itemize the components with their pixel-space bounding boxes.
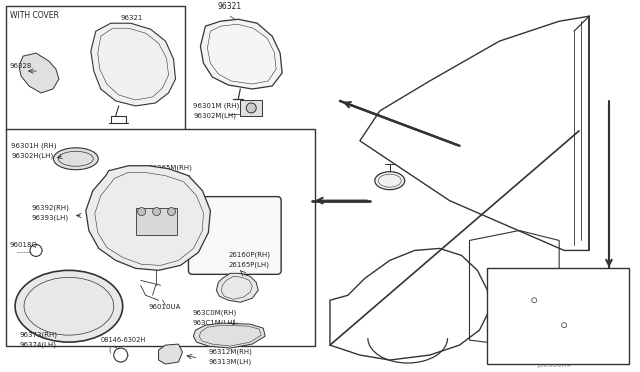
Text: 96301M (RH): 96301M (RH) — [193, 102, 240, 109]
Ellipse shape — [53, 148, 99, 170]
Text: 963C0M(RH): 963C0M(RH) — [193, 310, 237, 316]
Text: 96018Q: 96018Q — [9, 243, 37, 248]
Polygon shape — [193, 323, 265, 348]
Polygon shape — [86, 166, 211, 270]
Polygon shape — [51, 284, 74, 302]
Polygon shape — [216, 273, 258, 302]
Text: 26165P(LH): 26165P(LH) — [228, 262, 269, 268]
Polygon shape — [200, 19, 282, 89]
Polygon shape — [517, 288, 573, 348]
Ellipse shape — [15, 270, 123, 342]
Ellipse shape — [375, 172, 404, 190]
Polygon shape — [19, 53, 59, 93]
Text: 96321: 96321 — [121, 15, 143, 21]
Circle shape — [246, 103, 256, 113]
Circle shape — [152, 208, 161, 215]
Text: 96302M(LH): 96302M(LH) — [193, 112, 236, 119]
Bar — [6, 129, 315, 346]
Bar — [136, 208, 177, 235]
Circle shape — [562, 323, 566, 328]
Text: 96373(RH): 96373(RH) — [19, 331, 57, 338]
Bar — [240, 100, 262, 116]
Text: 96321: 96321 — [218, 2, 241, 11]
Circle shape — [532, 298, 537, 303]
Text: 80290(RH): 80290(RH) — [492, 276, 529, 282]
Text: J96300R4: J96300R4 — [537, 362, 571, 368]
Circle shape — [138, 208, 146, 215]
Text: 96010UA: 96010UA — [148, 304, 181, 310]
Circle shape — [30, 244, 42, 256]
Text: 26160P(RH): 26160P(RH) — [228, 252, 270, 259]
Text: 96313M(LH): 96313M(LH) — [209, 359, 252, 365]
Text: 96301H (RH): 96301H (RH) — [11, 142, 56, 149]
Text: 96312M(RH): 96312M(RH) — [209, 349, 252, 355]
Text: WITH COVER: WITH COVER — [10, 11, 59, 20]
Text: 96374(LH): 96374(LH) — [19, 341, 56, 348]
Text: 96328: 96328 — [9, 63, 31, 69]
Polygon shape — [159, 344, 182, 364]
Text: ( 2): ( 2) — [109, 347, 120, 353]
Bar — [488, 268, 629, 364]
Text: 96366M(LH): 96366M(LH) — [148, 174, 192, 181]
Circle shape — [114, 348, 127, 362]
Text: 96010J: 96010J — [26, 284, 51, 290]
Circle shape — [168, 208, 175, 215]
Text: 96302H(LH): 96302H(LH) — [11, 152, 53, 159]
Text: 80291(LH): 80291(LH) — [492, 286, 529, 292]
Text: 08146-6302H: 08146-6302H — [100, 337, 146, 343]
FancyBboxPatch shape — [188, 197, 281, 274]
Bar — [6, 6, 186, 131]
Text: 96393(LH): 96393(LH) — [31, 214, 68, 221]
Text: 96392(RH): 96392(RH) — [31, 204, 69, 211]
Text: 963C1M(LH): 963C1M(LH) — [193, 320, 236, 326]
Polygon shape — [91, 23, 175, 106]
Text: 96365M(RH): 96365M(RH) — [148, 164, 193, 171]
